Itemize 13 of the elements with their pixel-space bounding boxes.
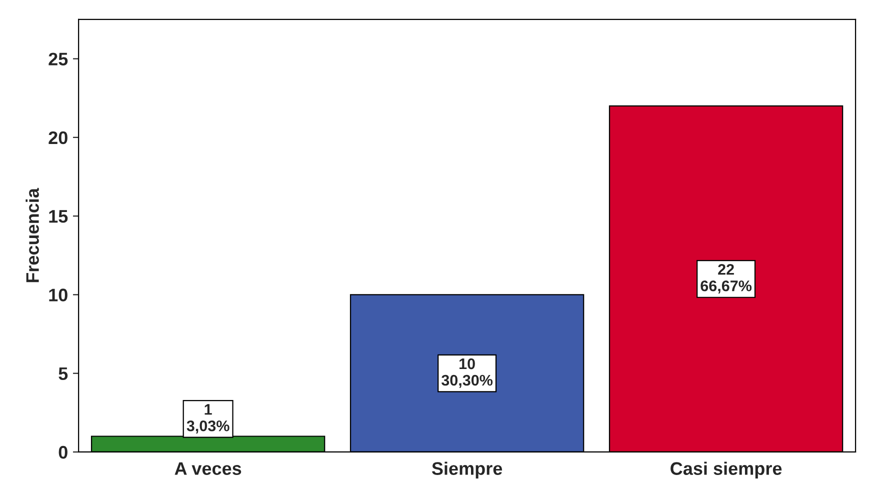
y-tick-label: 20 — [48, 131, 68, 144]
y-tick-label: 10 — [49, 288, 68, 302]
x-tick-label: Casi siempre — [670, 462, 782, 479]
y-tick-label: 25 — [48, 52, 68, 66]
y-tick-label: 5 — [58, 367, 68, 380]
data-label: 1 3,03% — [186, 404, 230, 434]
y-tick-label: 0 — [58, 446, 68, 459]
data-label: 22 66,67% — [700, 264, 752, 294]
x-tick-label: A veces — [174, 462, 242, 475]
data-label: 10 30,30% — [442, 358, 493, 388]
y-axis-title: Frecuencia — [26, 188, 39, 282]
x-tick-label: Siempre — [432, 462, 502, 479]
y-tick-label: 15 — [49, 210, 68, 223]
